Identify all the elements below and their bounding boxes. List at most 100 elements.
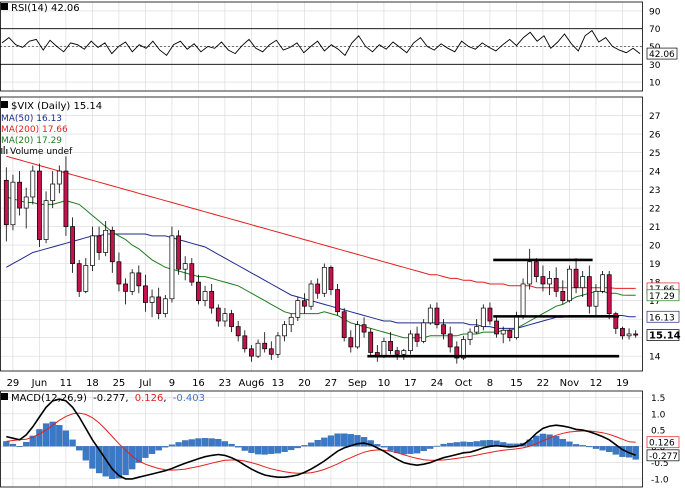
macd-histogram-bar bbox=[460, 441, 467, 447]
macd-histogram-bar bbox=[447, 442, 454, 447]
x-tick-label: 13 bbox=[272, 378, 285, 389]
x-tick-label: 9 bbox=[169, 378, 175, 389]
candle bbox=[500, 326, 506, 344]
price-y-tick-label: 19 bbox=[649, 260, 661, 270]
price-legend-swatch bbox=[1, 101, 8, 108]
candle bbox=[335, 283, 340, 316]
macd-histogram-bar bbox=[440, 443, 447, 447]
candle-body-up bbox=[90, 235, 95, 266]
macd-histogram-bar bbox=[321, 437, 328, 447]
macd-histogram-bar bbox=[341, 433, 348, 447]
candle bbox=[70, 217, 75, 273]
candle bbox=[408, 330, 413, 355]
candle-body-down bbox=[335, 289, 340, 313]
x-tick-label: 22 bbox=[537, 378, 550, 389]
candle-body-up bbox=[421, 322, 427, 342]
macd-histogram-bar bbox=[261, 446, 268, 455]
candle bbox=[308, 280, 314, 310]
candle-body-down bbox=[633, 333, 639, 336]
candle-body-up bbox=[288, 316, 294, 326]
candle-body-down bbox=[196, 281, 201, 301]
candle bbox=[282, 321, 287, 342]
candle-body-up bbox=[10, 181, 16, 226]
close-last-value-box bbox=[646, 329, 680, 341]
candle bbox=[189, 258, 195, 286]
macd-histogram-bar bbox=[360, 437, 368, 447]
ma20-last-value: 17.29 bbox=[649, 292, 675, 302]
macd-histogram-bar bbox=[480, 440, 487, 447]
macd-histogram-bar bbox=[274, 446, 282, 454]
candle-body-down bbox=[494, 320, 499, 335]
x-tick-label: 23 bbox=[219, 378, 232, 389]
candle bbox=[421, 319, 427, 344]
macd-line bbox=[6, 398, 636, 480]
rsi-panel: 907050301042.06 bbox=[0, 7, 678, 89]
candle-body-up bbox=[355, 324, 360, 348]
macd-legend-swatch bbox=[1, 393, 8, 400]
candle-body-down bbox=[143, 285, 148, 303]
macd-histogram-bar bbox=[102, 446, 109, 477]
candle-body-up bbox=[547, 278, 552, 285]
macd-histogram-bar bbox=[248, 446, 255, 453]
macd-legend-name: MACD(12,26,9) bbox=[11, 393, 87, 404]
candle bbox=[3, 167, 9, 242]
candle bbox=[149, 289, 155, 318]
macd-histogram-bar bbox=[506, 443, 513, 447]
candle bbox=[540, 265, 546, 292]
x-tick-label: 10 bbox=[378, 378, 391, 389]
candle-body-down bbox=[229, 313, 234, 327]
x-tick-label: Nov bbox=[560, 378, 580, 389]
price-y-tick-label: 25 bbox=[649, 149, 660, 159]
candle-body-up bbox=[202, 291, 208, 301]
candle bbox=[368, 328, 374, 357]
macd-histogram-bar bbox=[168, 444, 176, 447]
price-y-tick-label: 21 bbox=[649, 223, 660, 233]
macd-legend-signal: 0.126 bbox=[135, 393, 164, 404]
candle bbox=[593, 283, 599, 316]
candle bbox=[547, 271, 552, 296]
rsi-frame bbox=[0, 1, 643, 92]
macd-histogram-bar bbox=[566, 441, 573, 447]
candle bbox=[96, 226, 102, 260]
macd-histogram-bar bbox=[228, 443, 235, 447]
x-tick-label: 20 bbox=[298, 378, 311, 389]
macd-histogram-bar bbox=[69, 439, 76, 447]
macd-histogram-bar bbox=[208, 438, 215, 447]
candle bbox=[494, 315, 499, 338]
candle-body-up bbox=[275, 335, 281, 355]
candle-body-down bbox=[533, 261, 539, 277]
macd-histogram-bar bbox=[433, 445, 441, 447]
macd-signal-last-value: 0.126 bbox=[649, 439, 675, 449]
candle bbox=[600, 271, 605, 294]
candle-body-up bbox=[129, 272, 135, 292]
candle-body-up bbox=[222, 313, 228, 322]
candle-body-up bbox=[23, 196, 29, 209]
macd-histogram-bar bbox=[374, 444, 381, 447]
macd-histogram-bar bbox=[221, 441, 229, 447]
candle-body-up bbox=[480, 307, 486, 327]
candle-body-down bbox=[606, 274, 612, 314]
macd-histogram-bar bbox=[23, 441, 30, 447]
candle bbox=[262, 332, 268, 353]
price-legend: $VIX (Daily) 15.14 MA(50) 16.13 MA(200) … bbox=[1, 101, 102, 157]
macd-histogram-bar bbox=[294, 446, 301, 449]
candle bbox=[388, 332, 393, 355]
candle bbox=[626, 328, 632, 340]
macd-histogram-bar bbox=[235, 446, 242, 448]
macd-histogram-bar bbox=[82, 446, 89, 461]
rsi-line bbox=[1, 29, 641, 57]
candle-body-down bbox=[176, 235, 181, 270]
rsi-y-tick-label: 30 bbox=[649, 61, 661, 71]
candle-body-up bbox=[50, 183, 56, 202]
candle bbox=[215, 304, 221, 327]
macd-signal-last-value-box bbox=[646, 436, 680, 449]
macd-histogram-bar bbox=[268, 446, 275, 454]
candle bbox=[123, 278, 128, 305]
candle bbox=[414, 326, 420, 347]
candle-body-down bbox=[189, 263, 195, 283]
candle bbox=[37, 163, 42, 247]
candle bbox=[427, 304, 433, 325]
candle-body-up bbox=[381, 341, 387, 357]
macd-legend-macd: -0.277 bbox=[93, 393, 125, 404]
